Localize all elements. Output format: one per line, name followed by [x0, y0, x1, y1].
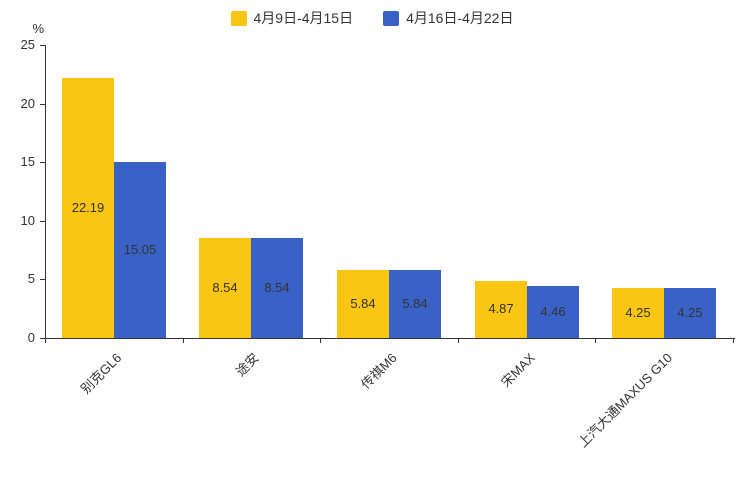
- bar-value-label: 5.84: [402, 296, 428, 311]
- y-axis-tick-label: 20: [20, 96, 35, 111]
- category-label: 上汽大通MAXUS G10: [574, 350, 675, 451]
- legend-swatch-series2: [383, 10, 400, 26]
- bar-value-label: 8.54: [264, 280, 290, 295]
- x-axis-tick: [595, 338, 596, 343]
- x-axis-tick: [320, 338, 321, 343]
- y-axis-tick: [40, 104, 45, 105]
- legend-swatch-series1: [230, 10, 247, 26]
- y-axis-tick-label: 25: [20, 37, 35, 52]
- bar-value-label: 4.87: [488, 301, 514, 316]
- category-label: 宋MAX: [498, 350, 538, 390]
- legend-label-series1: 4月9日-4月15日: [253, 10, 354, 26]
- legend-label-series2: 4月16日-4月22日: [406, 10, 514, 26]
- y-axis-unit-label: %: [32, 21, 44, 36]
- bar-series2-途安[interactable]: [251, 238, 303, 338]
- chart-legend: 4月9日-4月15日 4月16日-4月22日: [0, 8, 744, 28]
- bar-series2-宋MAX[interactable]: [527, 286, 579, 338]
- bar-value-label: 5.84: [350, 296, 376, 311]
- bar-series2-上汽大通MAXUS G10[interactable]: [664, 288, 716, 338]
- x-axis-tick: [45, 338, 46, 343]
- legend-item-series1[interactable]: 4月9日-4月15日: [230, 8, 354, 28]
- x-axis-line: [45, 338, 735, 339]
- category-label: 传祺M6: [357, 350, 400, 392]
- bar-series1-宋MAX[interactable]: [475, 281, 527, 338]
- bar-value-label: 15.05: [123, 242, 157, 257]
- y-axis-tick: [40, 338, 45, 339]
- y-axis-tick-label: 10: [20, 213, 35, 228]
- y-axis-tick: [40, 45, 45, 46]
- bar-series1-上汽大通MAXUS G10[interactable]: [612, 288, 664, 338]
- y-axis-line: [45, 45, 46, 338]
- x-axis-tick: [458, 338, 459, 343]
- bar-value-label: 8.54: [212, 280, 238, 295]
- category-label: 途安: [232, 350, 262, 380]
- y-axis-tick-label: 0: [27, 330, 35, 345]
- bar-value-label: 22.19: [71, 200, 105, 215]
- x-axis-tick: [183, 338, 184, 343]
- legend-item-series2[interactable]: 4月16日-4月22日: [383, 8, 513, 28]
- bar-series2-传祺M6[interactable]: [389, 270, 441, 338]
- y-axis-tick-label: 15: [20, 154, 35, 169]
- bar-series2-别克GL6[interactable]: [114, 162, 166, 338]
- bar-value-label: 4.25: [677, 305, 703, 320]
- x-axis-tick: [733, 338, 734, 343]
- bar-value-label: 4.46: [540, 304, 566, 319]
- bar-value-label: 4.25: [625, 305, 651, 320]
- bar-series1-别克GL6[interactable]: [62, 78, 114, 338]
- y-axis-tick: [40, 162, 45, 163]
- bar-series1-传祺M6[interactable]: [337, 270, 389, 338]
- bar-series1-途安[interactable]: [199, 238, 251, 338]
- y-axis-tick: [40, 279, 45, 280]
- category-label: 别克GL6: [78, 350, 125, 397]
- y-axis-tick-label: 5: [27, 271, 35, 286]
- y-axis-tick: [40, 221, 45, 222]
